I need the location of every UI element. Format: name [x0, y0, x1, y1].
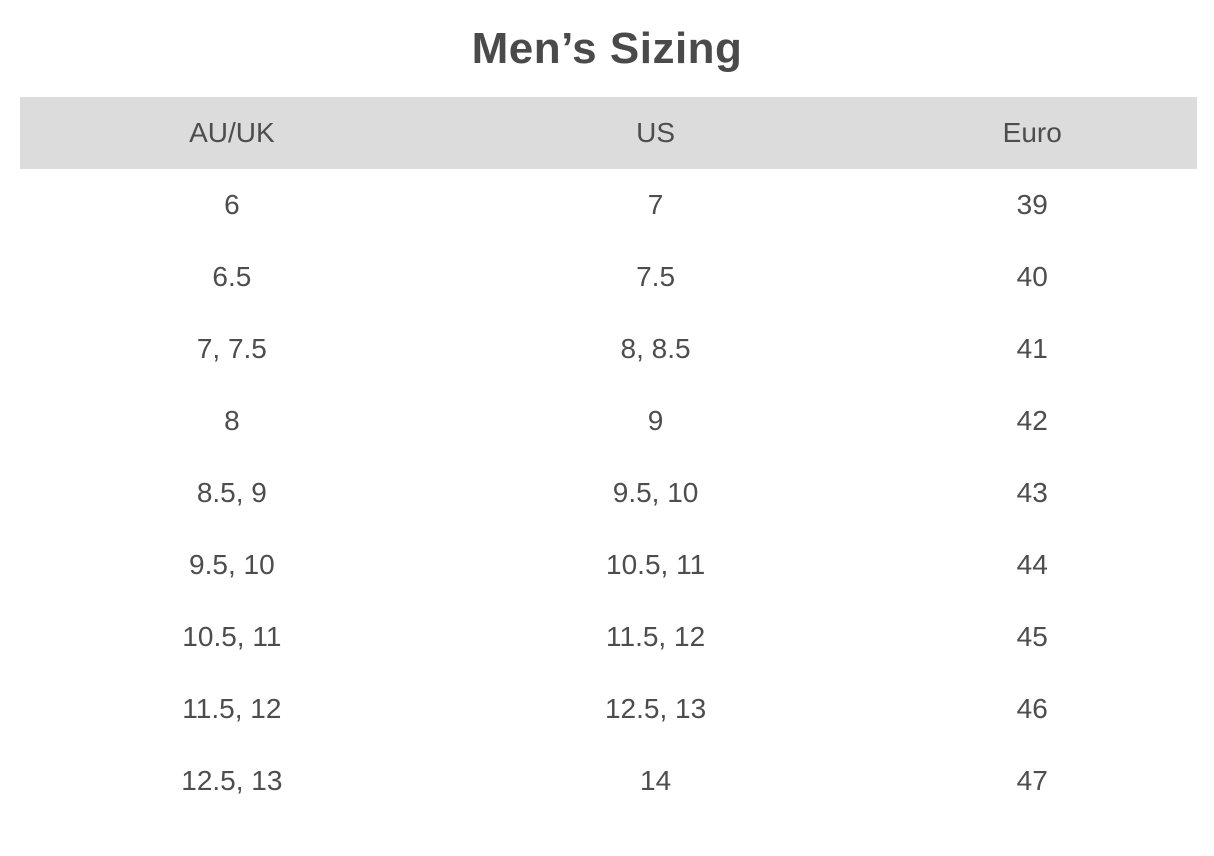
size-cell-au-uk: 6.5	[20, 241, 444, 313]
size-cell-us: 12.5, 13	[443, 673, 868, 745]
size-cell-us: 9	[443, 385, 868, 457]
table-row: 7, 7.5 8, 8.5 41	[20, 313, 1197, 385]
table-row: 9.5, 10 10.5, 11 44	[20, 529, 1197, 601]
size-cell-euro: 43	[867, 457, 1197, 529]
table-header-row: AU/UK US Euro	[20, 97, 1197, 169]
title-bar: Men’s Sizing	[0, 0, 1214, 97]
page-title: Men’s Sizing	[471, 23, 743, 73]
header-cell-euro: Euro	[867, 97, 1197, 169]
header-cell-au-uk: AU/UK	[20, 97, 444, 169]
size-cell-euro: 40	[867, 241, 1197, 313]
table-row: 6 7 39	[20, 169, 1197, 241]
size-cell-au-uk: 9.5, 10	[20, 529, 444, 601]
size-cell-euro: 47	[867, 745, 1197, 817]
header-cell-us: US	[443, 97, 868, 169]
size-cell-us: 8, 8.5	[443, 313, 868, 385]
size-cell-euro: 42	[867, 385, 1197, 457]
size-cell-us: 9.5, 10	[443, 457, 868, 529]
size-cell-euro: 41	[867, 313, 1197, 385]
size-cell-euro: 46	[867, 673, 1197, 745]
size-cell-us: 11.5, 12	[443, 601, 868, 673]
size-cell-au-uk: 8	[20, 385, 444, 457]
size-cell-au-uk: 11.5, 12	[20, 673, 444, 745]
size-cell-au-uk: 12.5, 13	[20, 745, 444, 817]
table-row: 8 9 42	[20, 385, 1197, 457]
table-row: 6.5 7.5 40	[20, 241, 1197, 313]
table-row: 10.5, 11 11.5, 12 45	[20, 601, 1197, 673]
sizing-table: AU/UK US Euro 6 7 39 6.5 7.5 40 7, 7.5 8…	[20, 97, 1197, 817]
table-row: 8.5, 9 9.5, 10 43	[20, 457, 1197, 529]
size-cell-au-uk: 10.5, 11	[20, 601, 444, 673]
size-cell-euro: 39	[867, 169, 1197, 241]
size-cell-us: 7	[443, 169, 868, 241]
size-cell-euro: 44	[867, 529, 1197, 601]
size-cell-au-uk: 7, 7.5	[20, 313, 444, 385]
table-row: 12.5, 13 14 47	[20, 745, 1197, 817]
size-cell-au-uk: 6	[20, 169, 444, 241]
size-cell-us: 7.5	[443, 241, 868, 313]
table-row: 11.5, 12 12.5, 13 46	[20, 673, 1197, 745]
size-cell-euro: 45	[867, 601, 1197, 673]
size-cell-au-uk: 8.5, 9	[20, 457, 444, 529]
size-cell-us: 10.5, 11	[443, 529, 868, 601]
size-cell-us: 14	[443, 745, 868, 817]
